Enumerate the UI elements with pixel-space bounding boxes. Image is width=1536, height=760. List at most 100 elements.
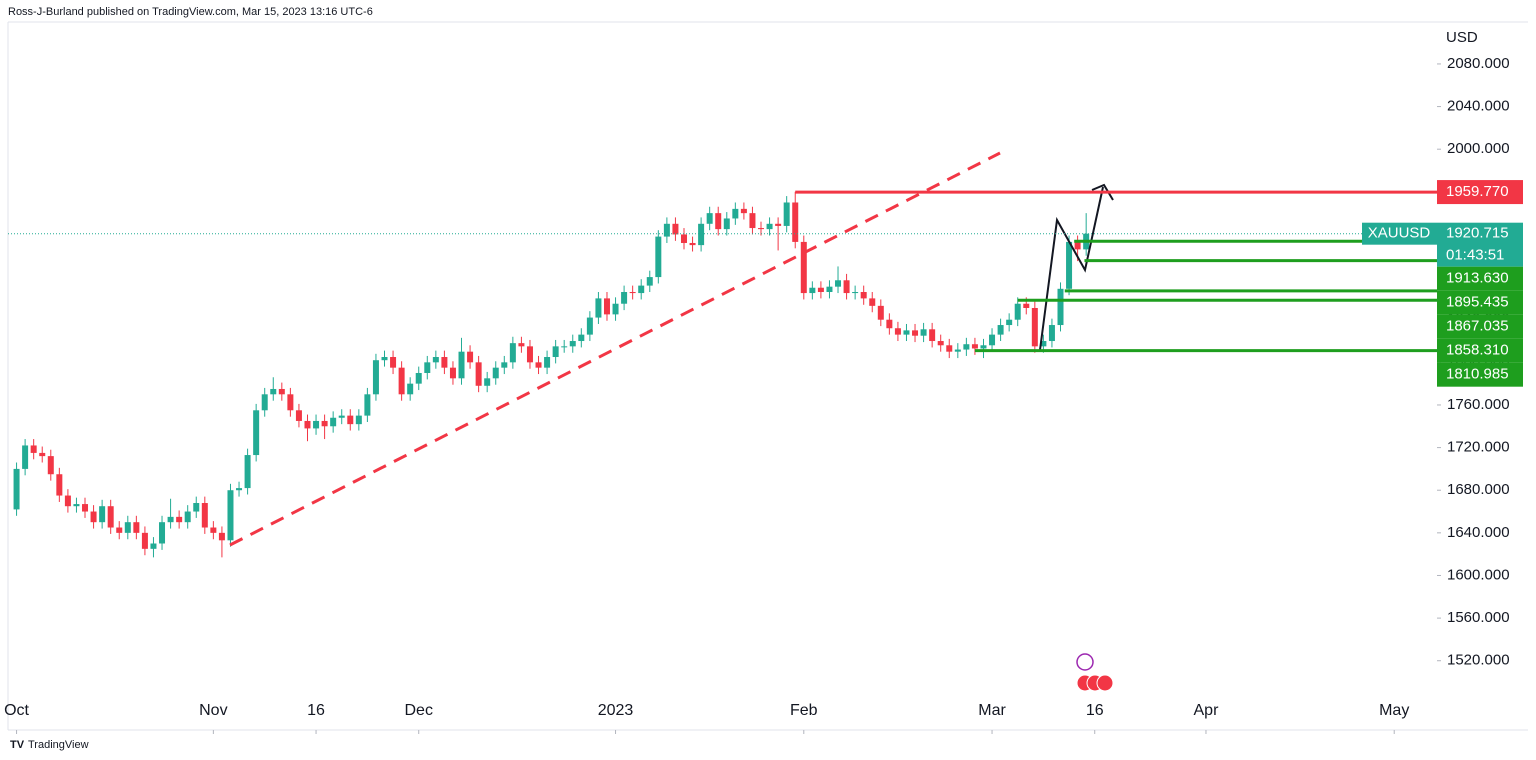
candle-down — [817, 287, 824, 292]
candle-up — [766, 223, 773, 230]
candle-down — [218, 532, 225, 541]
candle-up — [167, 516, 174, 523]
candle-up — [432, 357, 439, 363]
candle-down — [295, 410, 302, 421]
candle-up — [595, 298, 602, 318]
candle-up — [330, 417, 337, 427]
candle-up — [484, 378, 491, 386]
candle-down — [689, 242, 696, 246]
candle-down — [843, 280, 850, 294]
candle-up — [261, 394, 268, 411]
candle-up — [852, 292, 859, 294]
candle-up — [372, 360, 379, 395]
candle-down — [894, 328, 901, 335]
y-tick-label: 2040.000 — [1447, 98, 1510, 115]
candle-up — [355, 415, 362, 425]
candle-down — [937, 341, 944, 346]
candle-down — [912, 330, 919, 336]
candle-down — [1031, 307, 1038, 347]
countdown-label: 01:43:51 — [1446, 247, 1504, 264]
level-label: 1810.985 — [1446, 366, 1509, 383]
x-tick-label: 16 — [1086, 702, 1104, 719]
candle-up — [236, 488, 243, 491]
candle-down — [64, 495, 71, 507]
candle-up — [835, 280, 842, 287]
candle-up — [586, 317, 593, 335]
candle-up — [1006, 319, 1013, 326]
candle-up — [124, 522, 131, 533]
candle-up — [621, 292, 628, 304]
candle-down — [141, 532, 148, 549]
y-tick-label: 1560.000 — [1447, 609, 1510, 626]
candle-up — [99, 506, 106, 523]
candle-up — [415, 372, 422, 384]
candle-down — [467, 351, 474, 363]
candle-down — [278, 388, 285, 395]
candle-down — [680, 234, 687, 243]
level-label: 1959.770 — [1446, 183, 1509, 200]
candle-up — [561, 346, 568, 348]
currency: USD — [1446, 29, 1478, 46]
candle-down — [398, 367, 405, 395]
candle-down — [758, 228, 765, 230]
candle-up — [809, 287, 816, 294]
candle-up — [826, 286, 833, 292]
level-box — [1437, 180, 1523, 205]
candle-down — [107, 506, 114, 528]
candle-down — [792, 202, 799, 242]
candle-up — [73, 504, 80, 507]
event-icon — [1076, 653, 1094, 671]
level-label: 1913.630 — [1446, 270, 1509, 287]
level-label: 1867.035 — [1446, 318, 1509, 335]
candle-down — [47, 456, 54, 475]
candle-up — [244, 455, 251, 489]
trend-line — [229, 151, 1001, 547]
candle-down — [929, 329, 936, 342]
candle-down — [304, 420, 311, 429]
candle-down — [869, 298, 876, 306]
candle-up — [903, 330, 910, 335]
candle-up — [963, 344, 970, 350]
candle-down — [715, 213, 722, 230]
candle-down — [740, 208, 747, 214]
symbol-box — [1362, 222, 1437, 245]
event-icon — [1096, 674, 1114, 692]
candle-up — [1057, 288, 1064, 326]
candle-down — [449, 367, 456, 379]
candle-up — [509, 343, 516, 363]
candle-up — [1066, 241, 1073, 289]
candle-up — [184, 511, 191, 523]
level-label: 1858.310 — [1446, 342, 1509, 359]
candle-down — [30, 445, 37, 453]
candle-up — [501, 362, 508, 368]
candle-down — [672, 223, 679, 235]
level-box — [1437, 290, 1523, 315]
candle-up — [578, 334, 585, 342]
candle-up — [989, 334, 996, 346]
candle-down — [347, 415, 354, 425]
candle-down — [90, 511, 97, 523]
candle-up — [552, 346, 559, 358]
candle-down — [518, 343, 525, 347]
level-box — [1437, 266, 1523, 291]
candle-up — [732, 208, 739, 219]
candle-up — [663, 223, 670, 237]
candle-up — [13, 468, 20, 510]
x-tick-label: Feb — [790, 702, 818, 719]
candle-up — [1048, 325, 1055, 342]
candle-up — [193, 503, 200, 512]
candle-up — [381, 357, 388, 361]
candle-up — [338, 415, 345, 418]
candle-up — [159, 522, 166, 544]
candle-up — [407, 383, 414, 395]
x-tick-label: Oct — [4, 702, 29, 719]
x-tick-label: Nov — [199, 702, 227, 719]
candle-up — [270, 388, 277, 395]
header: Ross-J-Burland published on TradingView.… — [8, 6, 373, 18]
candle-down — [629, 292, 636, 294]
brand: TradingView — [28, 739, 89, 751]
candle-down — [971, 344, 978, 349]
